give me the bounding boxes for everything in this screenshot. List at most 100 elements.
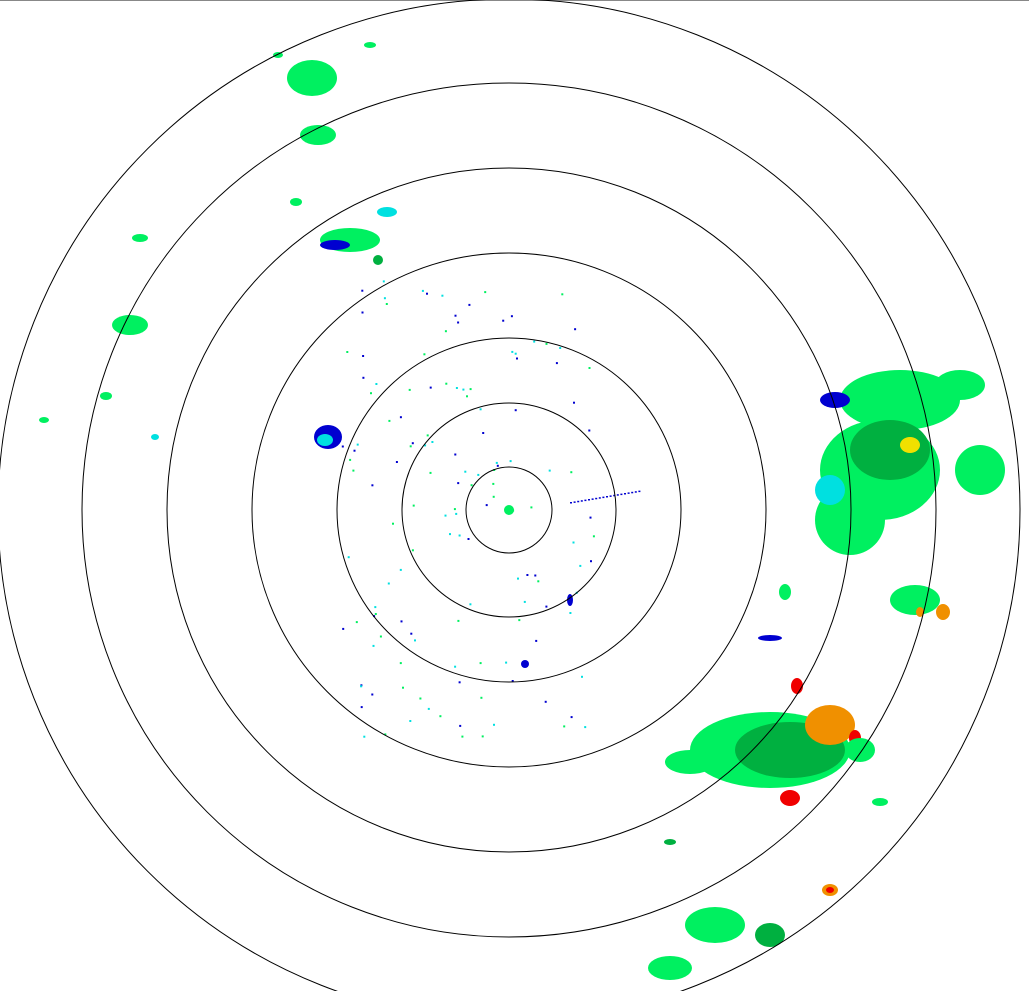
echo-speckle — [409, 445, 412, 448]
echo-speckle — [479, 408, 482, 411]
echo-speckle — [374, 613, 377, 615]
echo-speckle — [444, 514, 447, 517]
echo-speckle — [590, 560, 592, 563]
echo-speckle — [426, 434, 429, 437]
range-ring — [465, 466, 553, 554]
echo-speckle — [530, 506, 533, 509]
echo-speckle — [371, 484, 374, 487]
echo-speckle — [458, 534, 461, 537]
echo-speckle — [454, 665, 457, 668]
echo-cell — [39, 417, 49, 423]
echo-speckle — [346, 351, 349, 353]
echo-speckle — [627, 492, 630, 494]
echo-speckle — [399, 416, 402, 419]
echo-speckle — [362, 376, 365, 379]
echo-speckle — [342, 627, 345, 630]
echo-cell — [935, 370, 985, 400]
echo-speckle — [477, 473, 480, 476]
echo-speckle — [514, 409, 517, 412]
range-ring — [166, 167, 852, 853]
echo-speckle — [462, 388, 465, 391]
echo-cell — [112, 315, 148, 335]
echo-speckle — [620, 493, 623, 496]
echo-speckle — [370, 392, 372, 395]
echo-speckle — [388, 419, 391, 422]
echo-speckle — [353, 449, 356, 452]
echo-speckle — [411, 549, 414, 552]
echo-speckle — [496, 464, 499, 467]
echo-speckle — [464, 470, 467, 473]
echo-speckle — [577, 500, 580, 503]
echo-speckle — [616, 494, 619, 496]
echo-speckle — [544, 700, 547, 703]
echo-speckle — [441, 294, 444, 297]
echo-speckle — [361, 289, 364, 292]
echo-speckle — [423, 353, 426, 356]
echo-speckle — [429, 471, 432, 474]
echo-cell — [900, 437, 920, 453]
echo-speckle — [609, 495, 612, 497]
echo-speckle — [455, 387, 458, 389]
echo-cell — [820, 392, 850, 408]
echo-speckle — [457, 619, 460, 622]
echo-speckle — [545, 605, 548, 608]
echo-cell — [100, 392, 112, 400]
echo-speckle — [439, 715, 442, 718]
echo-speckle — [638, 490, 641, 493]
echo-speckle — [493, 723, 495, 726]
range-ring — [336, 337, 682, 683]
echo-speckle — [606, 496, 608, 498]
echo-cell — [758, 635, 782, 641]
echo-speckle — [457, 482, 460, 485]
echo-speckle — [414, 639, 416, 642]
echo-speckle — [461, 735, 464, 738]
echo-speckle — [454, 453, 457, 456]
echo-speckle — [399, 662, 402, 665]
echo-cell — [955, 445, 1005, 495]
echo-cell — [377, 207, 397, 217]
echo-speckle — [466, 395, 468, 398]
echo-speckle — [459, 724, 462, 727]
echo-speckle — [591, 498, 594, 500]
echo-cell — [151, 434, 159, 440]
echo-speckle — [502, 319, 505, 322]
echo-speckle — [598, 497, 601, 499]
echo-speckle — [382, 280, 385, 283]
echo-cell — [779, 584, 791, 600]
echo-cell — [815, 475, 845, 505]
echo-speckle — [579, 564, 582, 567]
echo-speckle — [352, 469, 355, 472]
echo-cell — [780, 790, 800, 806]
echo-speckle — [453, 508, 456, 511]
echo-speckle — [570, 716, 573, 719]
echo-speckle — [356, 443, 359, 446]
echo-speckle — [516, 357, 518, 360]
echo-cell — [665, 750, 715, 774]
echo-speckle — [399, 568, 402, 571]
echo-cell — [373, 255, 383, 265]
echo-speckle — [495, 461, 498, 464]
echo-speckle — [431, 441, 434, 443]
echo-cell — [290, 198, 302, 206]
echo-cell — [664, 839, 676, 845]
echo-speckle — [402, 686, 404, 689]
echo-speckle — [631, 491, 634, 494]
echo-speckle — [517, 577, 519, 580]
echo-cell — [890, 585, 940, 615]
echo-cell — [850, 420, 930, 480]
echo-speckle — [449, 533, 451, 536]
echo-speckle — [589, 516, 592, 519]
echo-cell — [648, 956, 692, 980]
echo-speckle — [445, 382, 448, 385]
echo-speckle — [580, 500, 583, 502]
echo-speckle — [361, 311, 364, 314]
echo-speckle — [349, 458, 352, 461]
echo-speckle — [511, 680, 514, 682]
echo-speckle — [455, 512, 458, 515]
range-ring — [81, 82, 937, 938]
echo-speckle — [362, 355, 365, 357]
echo-speckle — [584, 726, 587, 729]
echo-speckle — [511, 350, 514, 353]
echo-speckle — [492, 495, 495, 498]
